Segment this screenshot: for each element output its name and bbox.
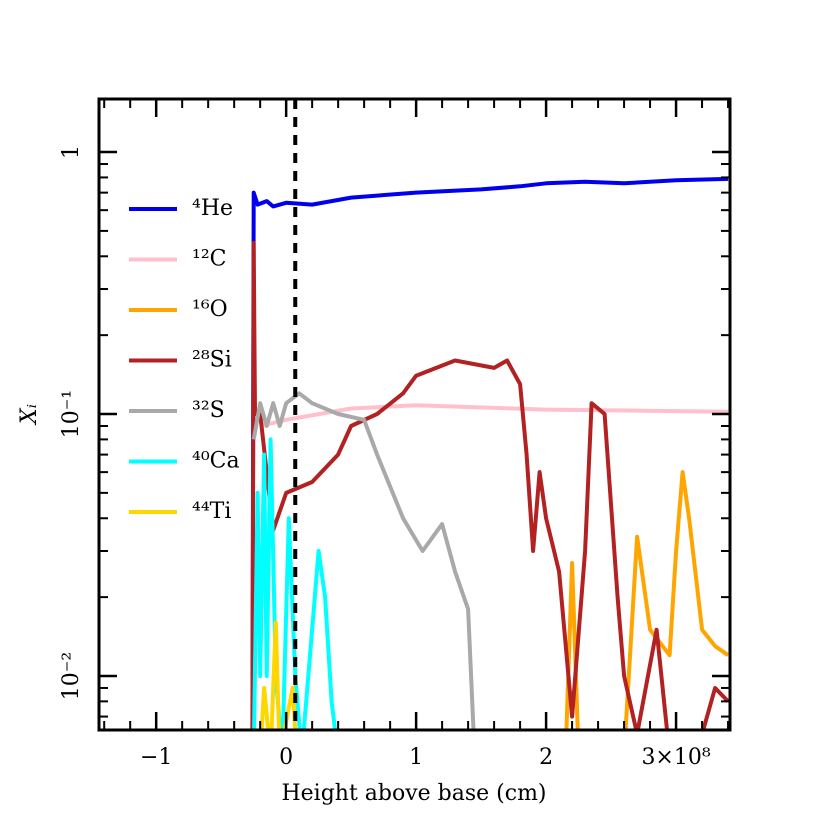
y-tick-label: 1 [59,145,84,159]
x-tick-label: 0 [279,745,293,770]
legend-label: ⁴He [192,196,233,221]
series-line [250,176,729,730]
legend-label: ²⁸Si [192,348,232,373]
x-tick-label: 1 [409,745,423,770]
series-line [259,620,298,730]
legend-label: ³²S [192,398,225,423]
series-line [259,403,729,428]
series-line [252,437,338,730]
y-axis-label: Xᵢ [17,404,42,426]
x-tick-label: 2 [539,745,553,770]
legend-label: ¹²C [192,247,226,272]
plot-area [250,99,730,730]
series-line [564,470,730,730]
y-tick-label: 10⁻¹ [59,390,84,438]
legend-label: ¹⁶O [192,297,228,322]
x-tick-label: −1 [140,745,172,770]
series-line [250,240,730,730]
x-axis-label: Height above base (cm) [281,781,546,806]
series-line [251,391,476,730]
legend-label: ⁴⁴Ti [192,499,231,524]
legend-label: ⁴⁰Ca [192,449,240,474]
x-tick-label: 3×10⁸ [641,745,710,770]
y-tick-label: 10⁻² [59,652,84,700]
